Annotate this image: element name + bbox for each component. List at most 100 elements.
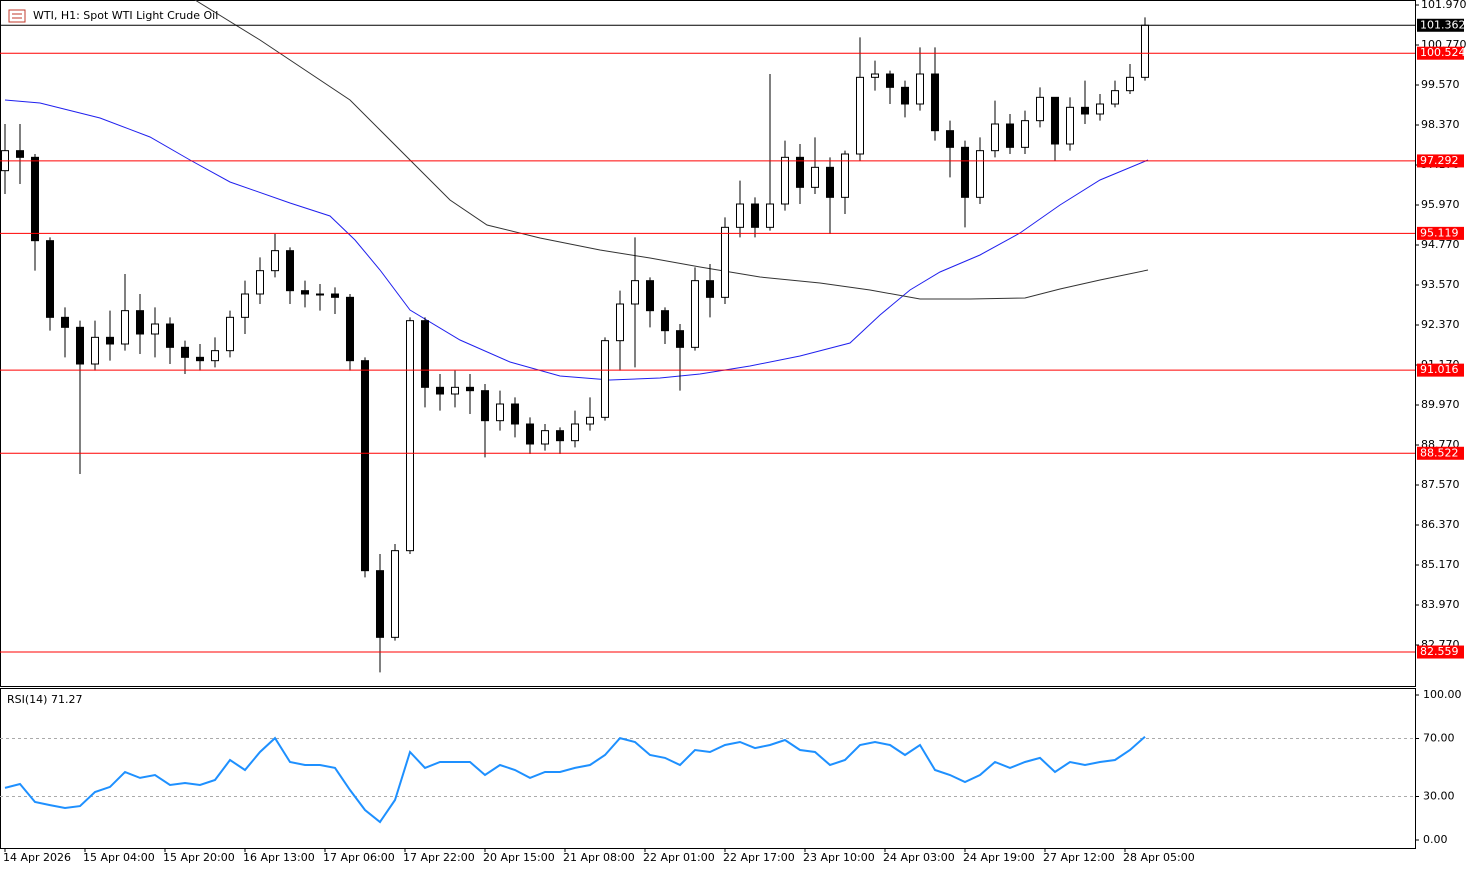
- x-tick-label: 24 Apr 03:00: [883, 851, 955, 864]
- y-tick-label: 100.00: [1423, 688, 1462, 701]
- candle-body: [511, 403, 519, 425]
- candle-body: [901, 86, 909, 105]
- moving-average: [194, 0, 1149, 300]
- x-tick-label: 17 Apr 22:00: [403, 851, 475, 864]
- candle-body: [571, 423, 579, 442]
- y-tick-label: 93.570: [1421, 278, 1460, 291]
- x-tick-label: 23 Apr 10:00: [803, 851, 875, 864]
- price-level-label: 101.362: [1420, 18, 1466, 31]
- y-tick-label: 95.970: [1421, 198, 1460, 211]
- candle-body: [766, 203, 774, 228]
- axes: 101.970100.77099.57098.37097.17095.97094…: [3, 0, 1467, 864]
- candle-body: [46, 240, 54, 318]
- price-level-tag: [1417, 645, 1464, 659]
- candle-body: [676, 330, 684, 348]
- x-tick-label: 22 Apr 01:00: [643, 851, 715, 864]
- y-tick-label: 0.00: [1423, 833, 1448, 846]
- candle-body: [1066, 106, 1074, 145]
- candle-body: [616, 303, 624, 342]
- candle-body: [76, 326, 84, 365]
- price-level-tag: [1417, 446, 1464, 460]
- candle-body: [421, 320, 429, 388]
- price-level-tag: [1417, 226, 1464, 240]
- candle-body: [121, 310, 129, 345]
- price-level-tag: [1417, 154, 1464, 168]
- rsi-panel: [0, 688, 1416, 849]
- y-tick-label: 87.570: [1421, 478, 1460, 491]
- candle-body: [361, 360, 369, 572]
- candle-body: [301, 290, 309, 295]
- y-tick-label: 30.00: [1423, 789, 1455, 802]
- candle-body: [661, 310, 669, 332]
- candle-body: [436, 386, 444, 395]
- x-tick-label: 15 Apr 20:00: [163, 851, 235, 864]
- candle-body: [1021, 120, 1029, 148]
- candle-body: [916, 73, 924, 105]
- candle-body: [151, 323, 159, 335]
- rsi-line: [4, 735, 1146, 824]
- candle-body: [586, 416, 594, 425]
- y-tick-label: 89.970: [1421, 398, 1460, 411]
- x-tick-label: 16 Apr 13:00: [243, 851, 315, 864]
- price-level-label: 95.119: [1420, 226, 1459, 239]
- candle-body: [1036, 96, 1044, 122]
- candle-body: [391, 550, 399, 638]
- price-level-label: 91.016: [1420, 363, 1459, 376]
- candle-body: [961, 146, 969, 198]
- price-panel: [0, 0, 1416, 687]
- x-tick-label: 27 Apr 12:00: [1043, 851, 1115, 864]
- rsi-plot: [0, 735, 1415, 824]
- candle-body: [946, 130, 954, 148]
- candle-body: [91, 336, 99, 365]
- candle-body: [1006, 123, 1014, 148]
- candle-body: [721, 226, 729, 298]
- candle-body: [496, 403, 504, 422]
- candle-body: [466, 386, 474, 392]
- candle-body: [691, 280, 699, 348]
- candle-body: [166, 323, 174, 348]
- chart-title: WTI, H1: Spot WTI Light Crude Oil: [33, 9, 218, 22]
- price-plot: [0, 0, 1415, 673]
- candle-body: [991, 123, 999, 152]
- candle-body: [61, 316, 69, 328]
- candle-body: [556, 430, 564, 442]
- y-tick-label: 83.970: [1421, 598, 1460, 611]
- candle-body: [751, 203, 759, 228]
- candle-body: [1111, 90, 1119, 105]
- candle-body: [271, 250, 279, 272]
- candle-body: [1141, 24, 1149, 78]
- candle-body: [316, 293, 324, 296]
- y-tick-label: 92.370: [1421, 318, 1460, 331]
- candle-body: [286, 250, 294, 292]
- candle-body: [931, 73, 939, 132]
- candle-body: [451, 386, 459, 395]
- x-tick-label: 22 Apr 17:00: [723, 851, 795, 864]
- candle-body: [541, 430, 549, 445]
- candle-body: [106, 336, 114, 345]
- y-tick-label: 86.370: [1421, 518, 1460, 531]
- y-tick-label: 99.570: [1421, 78, 1460, 91]
- candle-body: [376, 570, 384, 638]
- x-tick-label: 15 Apr 04:00: [83, 851, 155, 864]
- x-tick-label: 24 Apr 19:00: [963, 851, 1035, 864]
- candle-body: [871, 73, 879, 78]
- candle-body: [601, 340, 609, 418]
- price-level-tag: [1417, 18, 1464, 32]
- y-tick-label: 94.770: [1421, 238, 1460, 251]
- candle-body: [196, 356, 204, 362]
- candle-body: [796, 156, 804, 188]
- candle-body: [481, 390, 489, 422]
- candle-body: [406, 320, 414, 552]
- price-level-tag: [1417, 363, 1464, 377]
- price-level-tag: [1417, 46, 1464, 60]
- candle-body: [181, 346, 189, 358]
- price-level-label: 82.559: [1420, 645, 1459, 658]
- y-tick-label: 85.170: [1421, 558, 1460, 571]
- y-tick-label: 70.00: [1423, 732, 1455, 745]
- x-tick-label: 14 Apr 2026: [3, 851, 71, 864]
- candle-body: [706, 280, 714, 298]
- candle-body: [856, 76, 864, 155]
- candle-body: [346, 296, 354, 362]
- symbol-icon: [8, 9, 26, 23]
- candle-body: [886, 73, 894, 88]
